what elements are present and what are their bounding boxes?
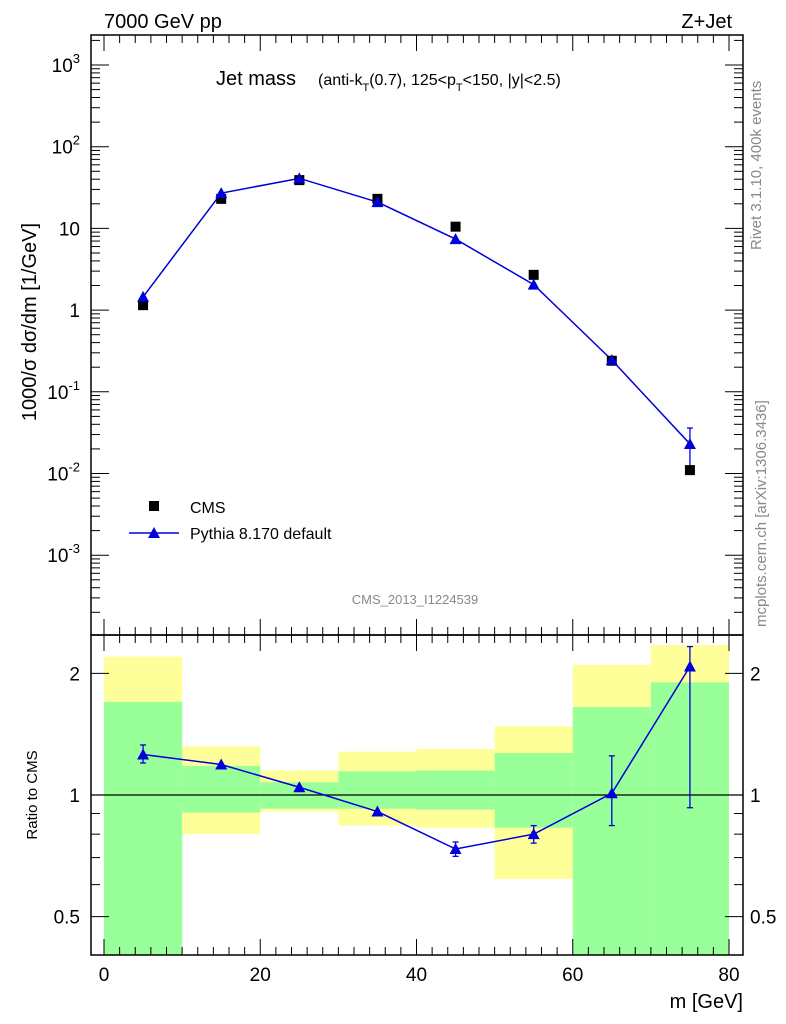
energy-label: 7000 GeV pp xyxy=(104,11,222,33)
main-y-tick-label: 10-3 xyxy=(47,541,80,567)
x-axis-label: m [GeV] xyxy=(670,991,743,1013)
ratio-uncertainty-bands xyxy=(104,645,729,955)
cms-point xyxy=(528,269,539,280)
ratio-point xyxy=(293,781,306,793)
main-y-tick-label: 10-1 xyxy=(47,378,80,404)
ratio-frame xyxy=(90,634,744,956)
main-series-lines xyxy=(142,177,693,475)
ratio-y-tick-label-left: 1 xyxy=(69,786,80,807)
ratio-band-inner xyxy=(104,701,183,955)
x-tick-label: 60 xyxy=(562,965,583,986)
mcplots-label: mcplots.cern.ch [arXiv:1306.3436] xyxy=(753,400,770,627)
ratio-plot: 0 20 40 60 80 0.5 0.5 1 1 2 2 Ratio to CMS m [GeV] xyxy=(24,634,776,1013)
ratio-band-inner xyxy=(338,771,417,809)
x-tick-label: 20 xyxy=(250,965,271,986)
ratio-y-tick-label-left: 2 xyxy=(69,664,80,685)
ratio-y-tick-label-left: 0.5 xyxy=(54,908,80,929)
cms-point xyxy=(138,300,149,311)
mc-point xyxy=(527,278,540,290)
cms-point xyxy=(450,221,461,232)
main-y-tick-label: 10 xyxy=(59,219,80,240)
legend-mc-label: Pythia 8.170 default xyxy=(190,526,332,543)
mc-line xyxy=(142,177,691,445)
ratio-y-tick-label-right: 0.5 xyxy=(750,908,776,929)
mc-point xyxy=(215,187,228,199)
cms-point xyxy=(216,193,227,204)
main-frame xyxy=(90,34,744,636)
ratio-point xyxy=(527,828,540,840)
ratio-band-inner xyxy=(572,707,651,955)
main-y-tick-label: 10-2 xyxy=(47,460,80,486)
x-tick-label: 0 xyxy=(99,965,110,986)
x-tick-label: 80 xyxy=(718,965,739,986)
chart-title-sub: (anti-kT(0.7), 125<pT<150, |y|<2.5) xyxy=(318,72,561,94)
main-series-points xyxy=(137,172,696,476)
main-y-tick-label: 103 xyxy=(52,51,80,77)
ratio-point xyxy=(215,758,228,770)
legend-cms-label: CMS xyxy=(190,500,226,517)
ratio-point xyxy=(605,787,618,799)
ratio-axis-ticks: 0 20 40 60 80 0.5 0.5 1 1 2 2 xyxy=(54,635,776,986)
analysis-id: CMS_2013_I1224539 xyxy=(352,592,479,607)
ratio-point xyxy=(137,748,150,760)
chart-title: Jet mass xyxy=(216,68,296,90)
mc-point xyxy=(605,354,618,366)
main-y-axis-label: 1000/σ dσ/dm [1/GeV] xyxy=(19,223,41,421)
ratio-point xyxy=(683,660,696,672)
mc-point xyxy=(371,196,384,208)
main-y-tick-label: 1 xyxy=(69,301,80,322)
rivet-label: Rivet 3.1.10, 400k events xyxy=(748,81,765,250)
ratio-point xyxy=(371,805,384,817)
main-y-tick-label: 102 xyxy=(52,133,80,159)
ratio-y-tick-label-right: 2 xyxy=(750,664,761,685)
mc-point xyxy=(683,437,696,449)
ratio-band-inner xyxy=(182,765,261,813)
ratio-y-axis-label: Ratio to CMS xyxy=(24,750,41,839)
ratio-line xyxy=(142,666,691,850)
ratio-series-points xyxy=(137,660,696,855)
mc-point xyxy=(293,172,306,184)
legend-mc-marker xyxy=(148,527,160,538)
cms-point xyxy=(684,465,695,476)
x-tick-label: 40 xyxy=(406,965,427,986)
ratio-band-inner xyxy=(416,770,495,810)
mc-point xyxy=(137,290,150,302)
ratio-point xyxy=(449,843,462,855)
ratio-y-tick-label-right: 1 xyxy=(750,786,761,807)
legend-cms-marker xyxy=(149,501,159,511)
mc-point xyxy=(449,233,462,245)
ratio-band-inner xyxy=(494,753,573,828)
legend: CMS Pythia 8.170 default xyxy=(129,500,332,543)
process-label: Z+Jet xyxy=(681,11,732,33)
